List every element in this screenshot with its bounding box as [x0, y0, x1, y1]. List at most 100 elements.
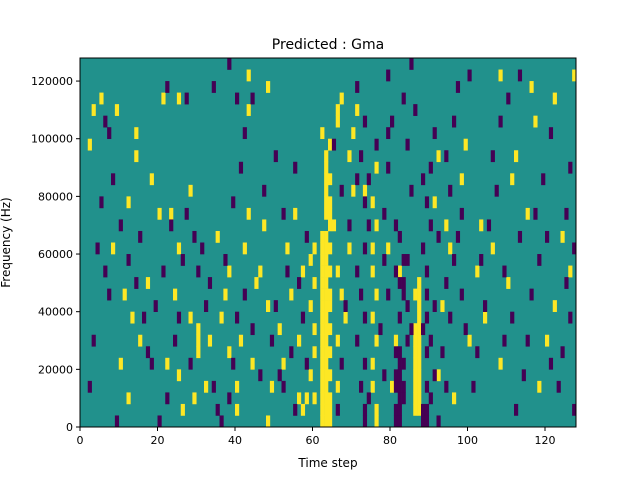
heatmap-cell [215, 230, 220, 243]
heatmap-cell [545, 230, 550, 243]
heatmap-cell [339, 184, 344, 197]
heatmap-cell [165, 357, 170, 370]
heatmap-cell [300, 403, 306, 416]
y-tick-label: 40000 [38, 306, 73, 319]
heatmap-cell [382, 254, 387, 266]
heatmap-cell [421, 403, 426, 416]
heatmap-cell [351, 127, 356, 140]
heatmap-cell [374, 219, 379, 232]
heatmap-cell [196, 323, 201, 336]
heatmap-cell [335, 265, 340, 278]
heatmap-cell [335, 104, 340, 116]
heatmap-cell [285, 265, 290, 278]
heatmap-cell [548, 127, 554, 140]
heatmap-cell [390, 380, 395, 393]
heatmap-cell [87, 138, 92, 151]
y-tick-label: 60000 [38, 248, 73, 261]
heatmap-cell [304, 357, 309, 370]
heatmap-cell [401, 277, 406, 289]
heatmap-cell [370, 357, 375, 370]
heatmap-cell [498, 115, 503, 128]
heatmap-cell [362, 242, 368, 255]
heatmap-cell [537, 380, 542, 393]
heatmap-cell [413, 288, 418, 301]
heatmap-cell [390, 115, 395, 128]
heatmap-cell [421, 173, 426, 186]
heatmap-cell [138, 230, 143, 243]
heatmap-cell [328, 196, 333, 209]
heatmap-cell [514, 403, 519, 416]
heatmap-cell [192, 230, 197, 243]
heatmap-cell [510, 311, 515, 324]
heatmap-cell [122, 288, 127, 301]
heatmap-cell [126, 254, 131, 266]
x-tick-label: 0 [77, 434, 84, 447]
heatmap-cell [432, 300, 437, 312]
heatmap-cell [424, 403, 430, 416]
heatmap-cell [463, 138, 468, 151]
heatmap-cell [459, 288, 464, 301]
heatmap-cells [87, 58, 577, 428]
heatmap-cell [417, 334, 422, 347]
heatmap-cell [374, 415, 379, 428]
x-tick-label: 60 [306, 434, 320, 447]
heatmap-cell [393, 403, 399, 416]
heatmap-cell [320, 265, 325, 278]
heatmap-cell [277, 369, 282, 382]
heatmap-cell [324, 207, 329, 220]
heatmap-cell [421, 415, 426, 428]
heatmap-cell [328, 207, 333, 220]
heatmap-cell [440, 346, 445, 359]
heatmap-cell [413, 334, 418, 347]
heatmap-cell [235, 311, 240, 324]
heatmap-cell [421, 323, 426, 336]
heatmap-cell [417, 392, 422, 405]
heatmap-cell [242, 242, 247, 255]
heatmap-cell [91, 104, 96, 116]
heatmap-cell [413, 369, 418, 382]
heatmap-cell [235, 92, 240, 105]
x-axis-label: Time step [297, 456, 357, 470]
heatmap-cell [176, 242, 182, 255]
heatmap-cell [293, 161, 298, 174]
heatmap-cell [343, 311, 348, 324]
heatmap-cell [231, 196, 236, 209]
heatmap-cell [541, 173, 546, 186]
heatmap-cell [324, 184, 329, 197]
heatmap-cell [397, 403, 402, 416]
heatmap-cell [417, 346, 422, 359]
heatmap-cell [370, 311, 375, 324]
heatmap-cell [436, 415, 441, 428]
heatmap-cell [498, 357, 503, 370]
heatmap-cell [564, 277, 569, 289]
heatmap-cell [525, 334, 530, 347]
heatmap-cell [393, 415, 399, 428]
heatmap-cell [134, 150, 139, 163]
heatmap-cell [413, 380, 418, 393]
heatmap-cell [355, 334, 360, 347]
y-axis: 0 20000 40000 60000 80000 100000 120000 [31, 75, 80, 434]
heatmap-cell [397, 415, 402, 428]
heatmap-cell [134, 277, 139, 289]
heatmap-cell [184, 207, 189, 220]
heatmap-cell [304, 230, 309, 243]
heatmap-cell [134, 127, 139, 140]
heatmap-cell [145, 346, 151, 359]
heatmap-cell [266, 81, 271, 93]
heatmap-cell [405, 138, 410, 151]
heatmap-cell [409, 184, 414, 197]
heatmap-cell [417, 323, 422, 336]
heatmap-cell [452, 115, 457, 128]
heatmap-cell [215, 403, 220, 416]
heatmap-cell [359, 288, 364, 301]
heatmap-cell [308, 369, 313, 382]
heatmap-cell [397, 380, 402, 393]
heatmap-cell [320, 277, 325, 289]
heatmap-cell [401, 380, 406, 393]
heatmap-cell [397, 311, 402, 324]
heatmap-cell [370, 380, 375, 393]
heatmap-cell [378, 323, 383, 336]
heatmap-cell [235, 403, 240, 416]
heatmap-cell [180, 403, 185, 416]
heatmap-cell [320, 334, 325, 347]
